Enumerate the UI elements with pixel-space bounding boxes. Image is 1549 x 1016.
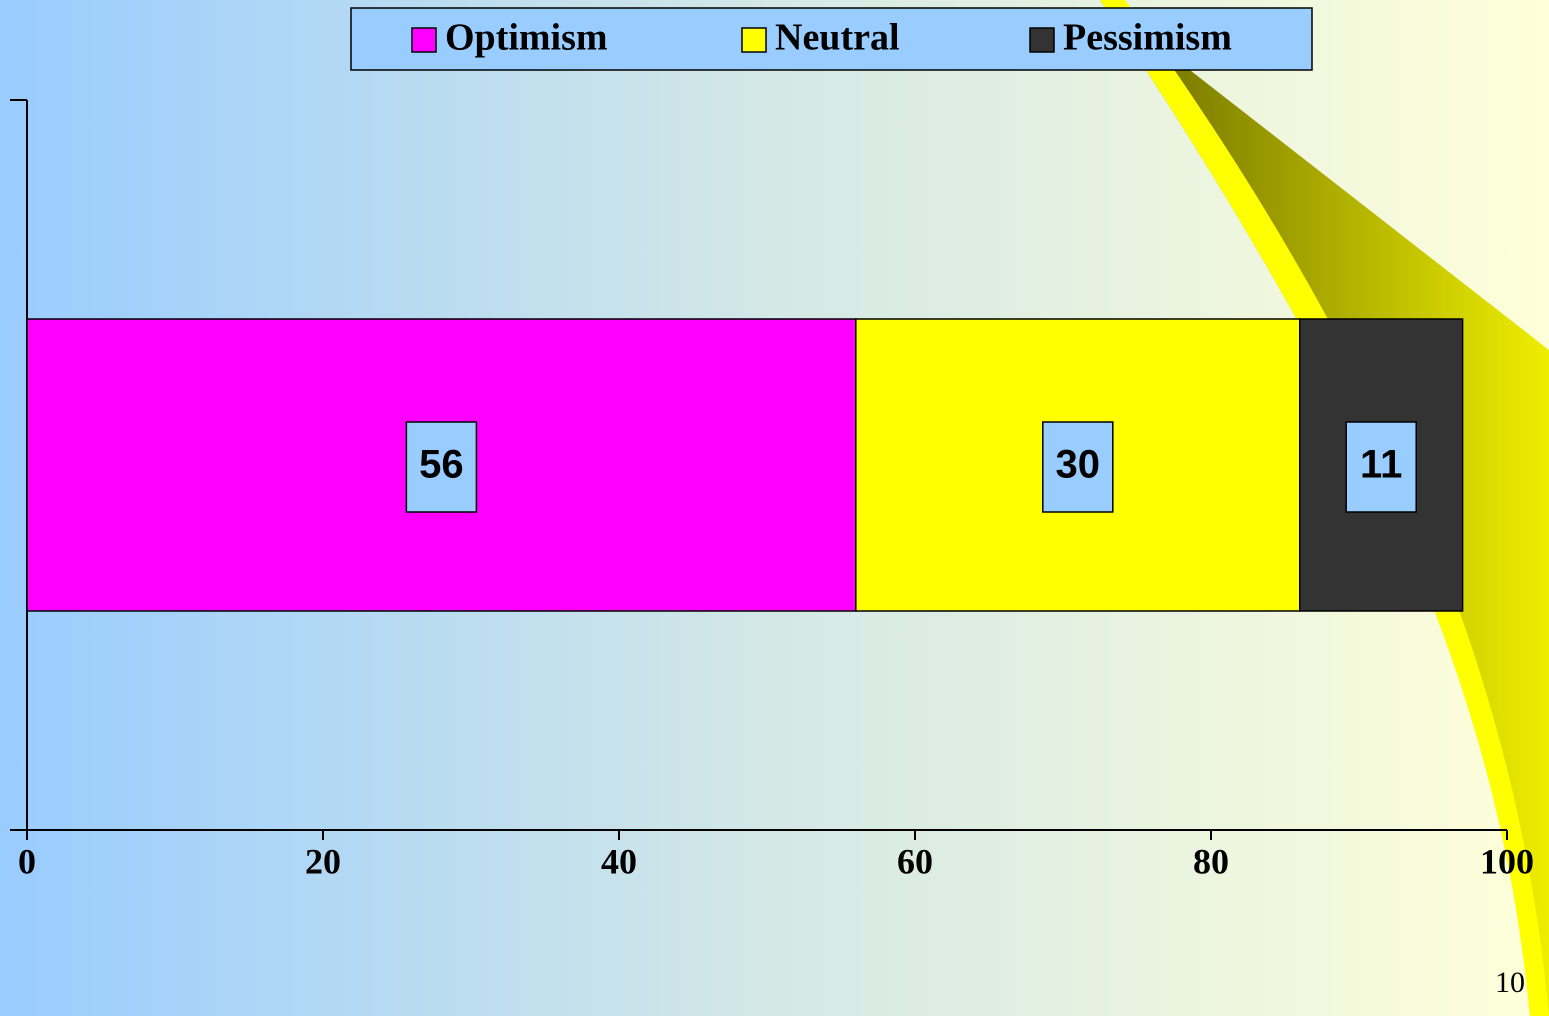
x-tick-label: 0 (18, 841, 36, 881)
legend-swatch (741, 27, 767, 53)
legend-swatch (411, 27, 437, 53)
data-label-box (1042, 421, 1114, 513)
legend-label: Pessimism (1063, 17, 1232, 59)
x-tick-label: 40 (601, 841, 637, 881)
data-label: 56 (419, 443, 464, 487)
data-label-box (405, 421, 478, 513)
x-tick-label: 100 (1480, 841, 1534, 881)
legend-box (350, 7, 1313, 71)
x-tick-label: 80 (1193, 841, 1229, 881)
x-tick-label: 60 (897, 841, 933, 881)
x-tick-label: 20 (305, 841, 341, 881)
page-number: 10 (1495, 966, 1525, 999)
data-label-box (1345, 421, 1417, 513)
data-label: 11 (1360, 443, 1402, 487)
legend-label: Neutral (775, 17, 900, 59)
legend-label: Optimism (445, 17, 608, 59)
legend-swatch (1029, 27, 1055, 53)
data-label: 30 (1056, 443, 1101, 487)
